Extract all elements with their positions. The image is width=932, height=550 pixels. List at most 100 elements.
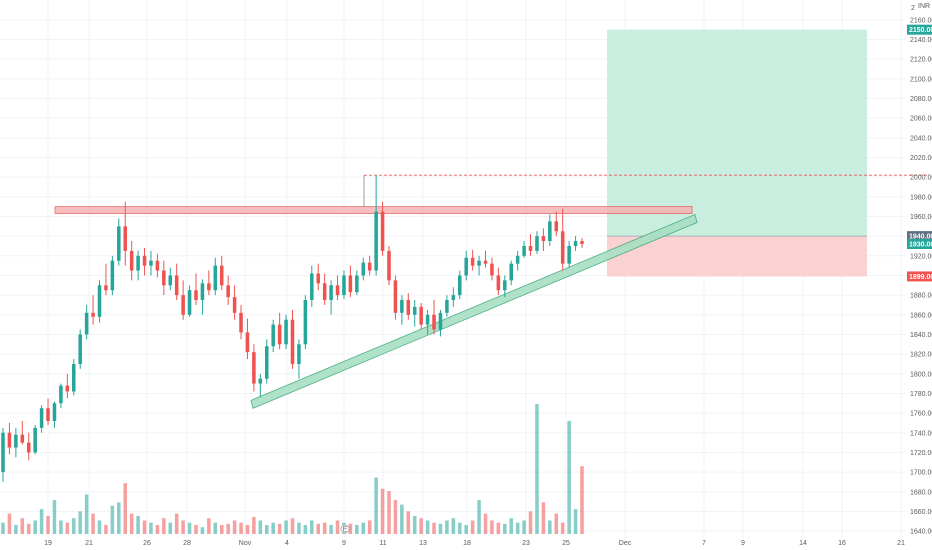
volume-bar — [348, 523, 353, 534]
candle-body — [207, 283, 211, 291]
candle-body — [226, 285, 230, 298]
event-marker — [340, 524, 350, 534]
time-tick-label: 21 — [85, 540, 93, 547]
candle-body — [213, 265, 218, 291]
volume-bar — [367, 520, 372, 534]
candle-body — [554, 221, 559, 232]
volume-bar — [560, 522, 565, 534]
candle-body — [457, 275, 462, 296]
volume-bar — [580, 466, 584, 534]
volume-bar — [91, 513, 95, 534]
volume-bar — [496, 522, 501, 534]
candle-body — [535, 236, 539, 251]
volume-bar — [26, 523, 31, 534]
volume-bar — [445, 520, 449, 534]
time-tick-label: Dec — [619, 540, 632, 547]
time-tick-label: 13 — [419, 540, 427, 547]
candle-body — [59, 385, 63, 404]
volume-bar — [117, 502, 121, 534]
volume-bar — [509, 518, 514, 534]
price-tick-label: 2140.00 — [910, 37, 932, 44]
volume-bar — [252, 517, 256, 534]
volume-bar — [503, 523, 507, 534]
time-tick-label: 11 — [379, 540, 386, 547]
price-axis[interactable]: 2160.00 2140.00 2120.00 2100.00 2080.00 2060.… — [910, 3, 932, 536]
price-tick-label: 1640.00 — [910, 529, 932, 536]
candle-body — [316, 273, 321, 284]
candle-body — [322, 283, 327, 301]
volume-bar — [187, 522, 192, 534]
volume-bar — [464, 524, 468, 534]
volume-bar — [541, 502, 546, 534]
price-tick-label: 2080.00 — [910, 96, 932, 103]
time-tick-label: 21 — [897, 540, 905, 547]
candle-body — [91, 312, 95, 317]
volume-bar — [71, 518, 76, 534]
volume-bar — [46, 515, 50, 534]
volume-bar — [303, 524, 308, 534]
volume-bar — [110, 505, 115, 534]
volume-bar — [264, 524, 269, 534]
volume-bar — [84, 494, 89, 534]
candle-body — [548, 221, 552, 242]
volume-bar — [573, 509, 578, 534]
time-tick-label: 16 — [838, 540, 846, 547]
currency-prefix-label: 2 — [911, 5, 915, 12]
candle-body — [477, 260, 481, 266]
volume-bar — [432, 522, 436, 534]
entry-price-tag — [907, 231, 932, 242]
volume-bar — [554, 513, 559, 534]
volume-bar — [374, 477, 378, 534]
candle-body — [20, 434, 25, 443]
candle-body — [271, 324, 275, 347]
price-tick-label: 1840.00 — [910, 332, 932, 339]
candle-body — [541, 236, 546, 242]
candle-body — [162, 270, 166, 286]
candle-body — [412, 306, 417, 315]
candle-body — [284, 319, 288, 345]
candle-body — [149, 260, 153, 266]
price-tick-label: 1720.00 — [910, 450, 932, 457]
candle-body — [335, 285, 340, 296]
candle-body — [387, 250, 391, 281]
candle-body — [239, 312, 243, 333]
time-tick-label: 9 — [342, 540, 346, 547]
support-channel — [250, 213, 698, 409]
volume-bar — [219, 524, 224, 534]
stop-price-tag — [907, 271, 932, 282]
volume-bar — [258, 520, 263, 534]
candle-body — [496, 275, 501, 291]
price-tick-label: 1660.00 — [910, 509, 932, 516]
candle-body — [329, 285, 333, 301]
candle-body — [129, 250, 134, 271]
candle-body — [232, 297, 237, 313]
volume-bar — [162, 518, 166, 534]
candle-body — [245, 332, 250, 353]
time-axis[interactable]: 19 21 26 28 Nov 4 9 11 13 18 23 25 Dec 7 9 14 16 21 — [44, 540, 905, 547]
candles — [1, 175, 584, 482]
candle-body — [155, 260, 160, 271]
volume-bar — [123, 483, 128, 534]
volume-bar — [361, 522, 366, 534]
candle-body — [52, 403, 57, 421]
candle-body — [65, 385, 70, 392]
price-tick-label: 1920.00 — [910, 253, 932, 260]
candle-body — [78, 334, 82, 364]
candle-body — [425, 314, 430, 325]
candle-body — [438, 312, 443, 330]
price-tick-label: 2160.00 — [910, 17, 932, 24]
candle-body — [580, 241, 584, 244]
volume-bar — [412, 515, 417, 534]
volume-bar — [515, 522, 520, 534]
price-tick-label: 2100.00 — [910, 76, 932, 83]
time-tick-label: 28 — [183, 540, 191, 547]
resistance-band — [54, 206, 693, 214]
time-tick-label: 18 — [463, 540, 471, 547]
candle-body — [560, 231, 565, 264]
volume-bar — [400, 504, 404, 534]
candle-body — [451, 295, 456, 301]
volume-bar — [477, 500, 481, 534]
volume-bar — [548, 520, 552, 534]
